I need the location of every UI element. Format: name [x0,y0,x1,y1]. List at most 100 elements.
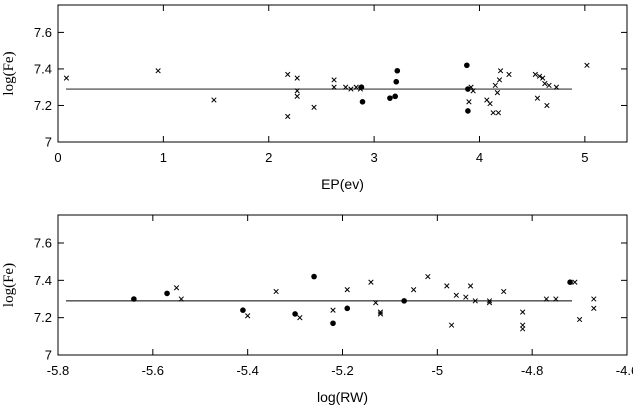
data-point-cross [173,285,180,291]
data-point-cross [470,88,476,94]
data-point-cross [344,287,350,293]
data-point-cross [501,288,507,295]
x-tick-label: -5.8 [47,363,69,378]
data-point-cross [343,84,349,90]
data-point-dot [240,307,246,314]
data-point-dot [401,298,407,304]
x-tick-label: 5 [581,150,588,165]
data-point-dot [394,67,401,74]
data-point-cross [448,322,455,328]
data-point-cross [377,311,384,317]
data-point-cross [348,86,354,92]
panel-2: -5.8 -5.6 -5.4 -5.2 -5 -4.8 -4.6 7 7.2 7.4 7.6 log(… [1,214,633,405]
data-point-cross [63,75,70,81]
data-point-dot [311,273,317,280]
data-point-cross [584,62,590,68]
data-point-cross [472,298,478,304]
data-point-cross [486,298,493,304]
data-point-dot [131,296,137,302]
data-point-cross [490,110,496,116]
data-point-dot [567,279,573,286]
data-point-dot [387,95,393,101]
data-point-cross [520,326,526,332]
y-axis-label: log(Fe) [1,263,17,307]
data-point-cross [294,93,300,99]
data-point-dot [292,311,298,317]
data-point-dot [393,78,400,85]
data-point-cross [486,300,493,306]
data-point-cross [506,71,512,78]
data-point-cross [330,307,336,313]
y-tick-label: 7.2 [34,98,52,113]
data-point-cross [544,102,550,109]
y-tick-label: 7.4 [34,61,52,76]
data-point-cross [536,73,543,79]
data-point-cross [245,313,251,319]
data-point-cross [532,71,538,78]
data-point-cross [368,279,374,285]
data-point-dot [465,108,471,114]
data-point-cross [178,296,184,302]
x-tick-label: -5.4 [236,363,258,378]
x-tick-label: 1 [160,150,167,165]
data-point-cross [155,68,161,74]
data-point-cross [410,287,417,293]
x-tick-label: 3 [370,150,377,165]
x-tick-label: -5.6 [142,363,164,378]
data-point-cross [211,97,217,103]
data-point-cross [543,296,550,302]
data-point-cross [495,110,502,116]
data-point-cross [466,99,472,105]
data-point-cross [444,283,450,289]
data-point-cross [297,315,303,321]
x-axis-label: EP(ev) [321,176,364,192]
data-point-cross [534,95,541,101]
y-tick-label: 7.6 [34,25,52,40]
data-point-cross [294,88,300,94]
y-axis-label: log(Fe) [1,51,17,95]
data-point-cross [467,283,474,289]
data-point-cross [542,80,548,87]
data-point-dot [359,99,366,105]
data-point-dot [330,320,336,327]
data-point-cross [331,77,337,83]
data-point-cross [353,84,359,90]
data-point-cross [425,273,431,280]
data-point-cross [553,296,559,302]
data-point-cross [453,292,459,298]
y-tick-label: 7.4 [34,273,52,288]
data-point-cross [373,300,379,306]
data-point-cross [591,305,597,311]
y-tick-label: 7 [45,135,52,150]
data-point-cross [497,68,504,74]
data-point-dot [164,290,170,297]
x-tick-label: 2 [265,150,272,165]
data-point-cross [463,294,469,300]
x-tick-label: 0 [54,150,61,165]
data-point-dot [358,84,365,90]
data-point-dot [392,93,398,100]
x-tick-label: 4 [476,150,483,165]
data-point-cross [572,279,578,285]
x-axis-label: log(RW) [317,389,368,405]
data-point-cross [377,309,384,315]
data-point-cross [273,288,279,295]
panel-1: 0 1 2 3 4 5 7 7.2 7.4 7.6 EP(ev) log(Fe) [1,4,628,192]
data-point-cross [496,77,503,83]
x-tick-label: -4.6 [616,363,633,378]
data-point-cross [540,75,546,81]
x-tick-label: -5.2 [331,363,353,378]
data-point-cross [494,90,501,96]
data-point-dot [464,62,470,69]
y-tick-label: 7.6 [34,236,52,251]
data-point-cross [492,82,498,89]
data-point-cross [546,82,552,89]
data-point-dot [465,86,471,92]
data-point-cross [285,113,291,120]
data-point-cross [520,309,526,315]
data-point-cross [591,296,597,302]
data-point-cross [285,71,291,78]
data-point-cross [576,316,583,323]
data-point-cross [311,104,317,110]
